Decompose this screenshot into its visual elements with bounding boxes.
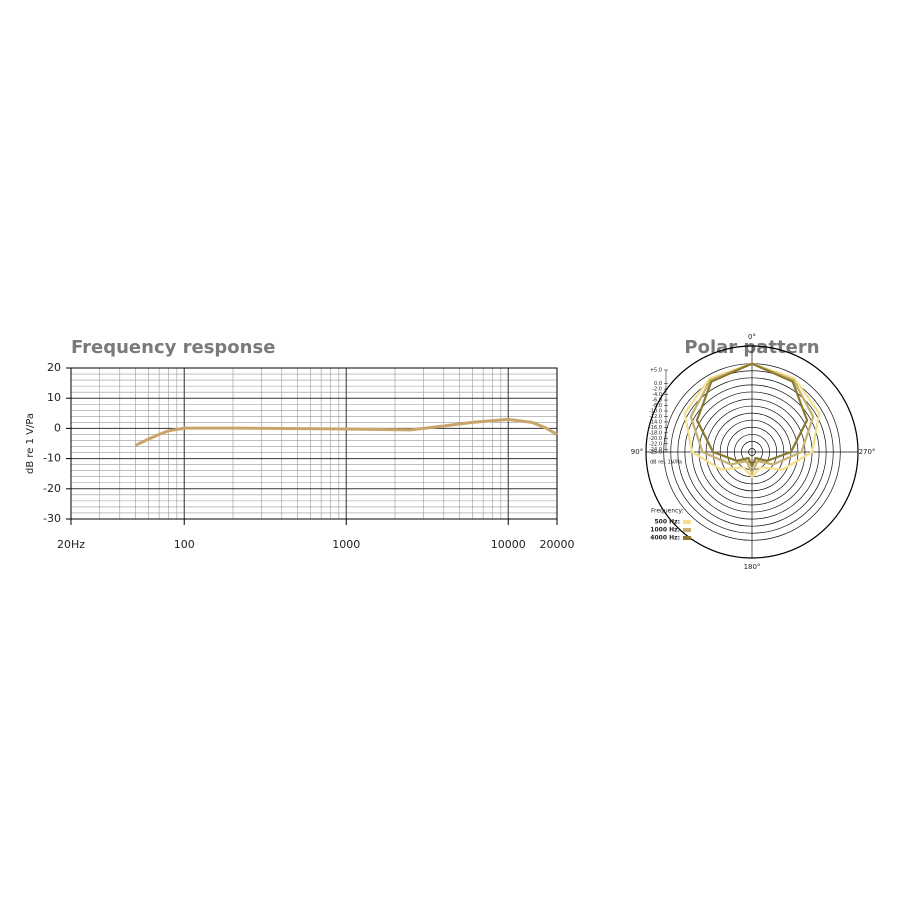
theta-tick-label: 270° bbox=[859, 448, 876, 456]
scale-label: -16.0 bbox=[649, 425, 662, 431]
legend-swatch bbox=[683, 536, 691, 540]
y-tick-label: 0 bbox=[54, 421, 61, 434]
scale-label: -10.0 bbox=[649, 409, 662, 415]
scale-label: -20.0 bbox=[649, 436, 662, 442]
scale-label: -18.0 bbox=[649, 430, 662, 436]
scale-label: -14.0 bbox=[649, 419, 662, 425]
theta-tick-label: 90° bbox=[631, 448, 643, 456]
scale-label: +5.0 bbox=[650, 368, 662, 374]
legend-swatch bbox=[683, 520, 691, 524]
scale-label: -2.0 bbox=[652, 387, 662, 393]
x-tick-label: 20Hz bbox=[57, 538, 85, 551]
legend-swatch bbox=[683, 528, 691, 532]
plot-frame bbox=[70, 367, 558, 520]
y-tick-label: -30 bbox=[43, 512, 61, 525]
theta-tick-label: 180° bbox=[744, 563, 761, 571]
chart-title: Frequency response bbox=[71, 337, 275, 358]
polar-curve bbox=[689, 362, 815, 475]
x-tick-label: 100 bbox=[174, 538, 195, 551]
polar-curve bbox=[695, 362, 809, 468]
x-tick-label: 1000 bbox=[332, 538, 360, 551]
theta-tick-label: 0° bbox=[748, 333, 756, 341]
x-tick-label: 10000 bbox=[491, 538, 526, 551]
y-tick-label: -10 bbox=[43, 452, 61, 465]
outer-ring bbox=[645, 345, 859, 559]
y-axis-label: dB re 1 V/Pa bbox=[25, 413, 36, 474]
y-tick-label: 20 bbox=[47, 361, 61, 374]
y-tick-label: 10 bbox=[47, 391, 61, 404]
response-line bbox=[134, 417, 558, 447]
scale-label: -12.0 bbox=[649, 414, 662, 420]
x-tick-label: 20000 bbox=[540, 538, 575, 551]
y-tick-label: -20 bbox=[43, 482, 61, 495]
legend-label: 500 Hz: bbox=[654, 519, 680, 526]
legend-label: 1000 Hz: bbox=[650, 527, 680, 534]
scale-label: -25.0 bbox=[649, 450, 662, 456]
scale-label: -22.0 bbox=[649, 441, 662, 447]
legend-label: 4000 Hz: bbox=[650, 535, 680, 542]
legend-title: Frequency: bbox=[651, 508, 684, 515]
scale-label: -6.0 bbox=[652, 398, 662, 404]
scale-label: -4.0 bbox=[652, 392, 662, 398]
scale-label: 0.0 bbox=[654, 381, 662, 387]
r-axis-label: dB rel. 1V/Pa bbox=[650, 460, 682, 466]
scale-label: -24.0 bbox=[649, 447, 662, 453]
polar-curve bbox=[683, 362, 821, 478]
